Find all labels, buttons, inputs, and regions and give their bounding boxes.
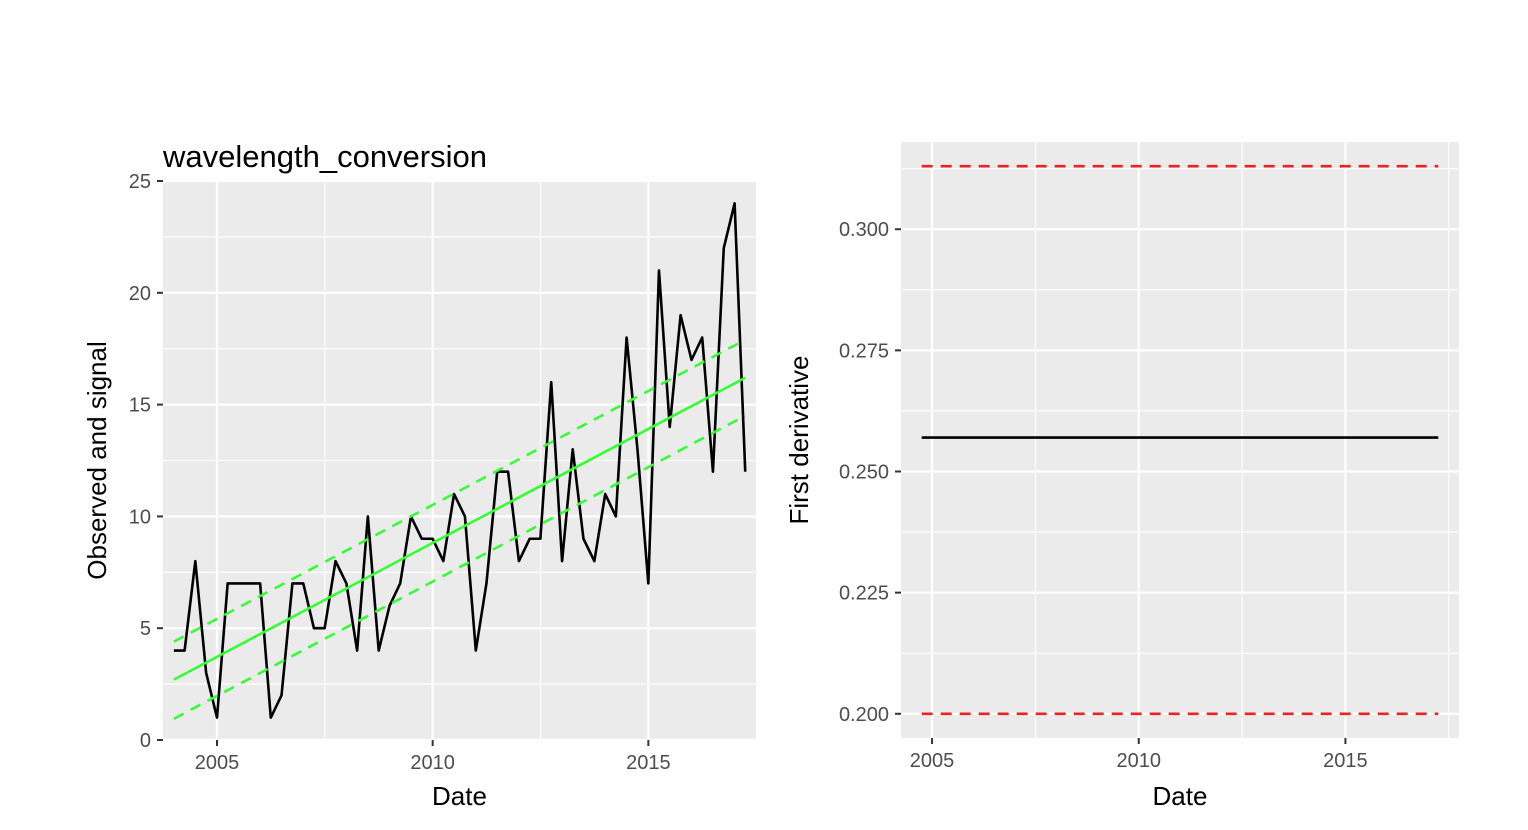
series-layer — [173, 202, 747, 720]
y-tick-label: 0.300 — [839, 219, 889, 241]
axes-layer: 2005 2010 2015 0 5 10 15 20 25 — [129, 171, 671, 774]
x-tick-label: 2010 — [410, 752, 455, 774]
y-axis-title: Observed and signal — [82, 341, 112, 579]
series-layer — [921, 164, 1439, 716]
series-line-2 — [173, 338, 746, 643]
series-line-3 — [173, 414, 746, 720]
plot-area — [901, 142, 1459, 738]
y-tick-label: 5 — [140, 618, 151, 640]
series-line-1 — [173, 376, 746, 681]
observed-signal-panel: wavelength_conversion 2005 2010 2015 0 5 10 15… — [82, 139, 756, 811]
y-tick-label: 15 — [129, 395, 151, 417]
y-tick-label: 0.225 — [839, 583, 889, 605]
y-tick-label: 0 — [140, 730, 151, 752]
series-line-0 — [173, 202, 747, 719]
y-tick-label: 0.250 — [839, 461, 889, 483]
y-tick-label: 25 — [129, 171, 151, 193]
x-tick-label: 2005 — [195, 752, 240, 774]
axes-layer: 2005 2010 2015 0.200 0.225 0.250 0.275 0.300 — [839, 219, 1368, 772]
y-tick-label: 0.200 — [839, 704, 889, 726]
x-axis-title: Date — [432, 781, 487, 811]
y-tick-label: 20 — [129, 283, 151, 305]
y-axis-title: First derivative — [784, 355, 814, 524]
y-tick-label: 10 — [129, 506, 151, 528]
x-tick-label: 2010 — [1116, 750, 1161, 772]
x-tick-label: 2005 — [910, 750, 955, 772]
x-tick-label: 2015 — [626, 752, 671, 774]
first-derivative-panel: 2005 2010 2015 0.200 0.225 0.250 0.275 0.300 Da… — [784, 142, 1459, 811]
y-tick-label: 0.275 — [839, 340, 889, 362]
chart-title: wavelength_conversion — [162, 139, 487, 174]
x-axis-title: Date — [1153, 781, 1208, 811]
gridlines — [163, 179, 756, 742]
x-tick-label: 2015 — [1323, 750, 1368, 772]
